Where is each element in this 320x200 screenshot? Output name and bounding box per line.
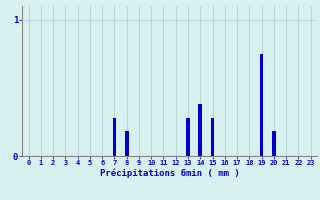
Bar [125,131,129,156]
Bar [260,54,263,156]
Bar [272,131,276,156]
Bar [198,104,202,156]
Bar [211,118,214,156]
Bar [113,118,116,156]
X-axis label: Précipitations 6min ( mm ): Précipitations 6min ( mm ) [100,169,239,178]
Bar [186,118,190,156]
